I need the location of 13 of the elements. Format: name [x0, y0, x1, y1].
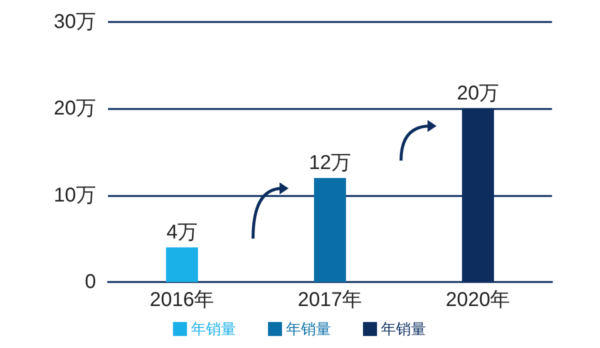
- data-label: 12万: [308, 152, 352, 174]
- y-tick-label: 20万: [54, 98, 96, 120]
- x-tick-label: 2017年: [298, 289, 362, 311]
- y-tick-label: 10万: [54, 184, 96, 206]
- y-tick-label: 0: [84, 271, 96, 293]
- legend-label: 年销量: [286, 321, 331, 338]
- x-tick-label: 2020年: [446, 289, 510, 311]
- legend-label: 年销量: [381, 321, 426, 338]
- data-label: 4万: [166, 221, 198, 244]
- legend-label: 年销量: [191, 321, 236, 338]
- x-tick-label: 2016年: [150, 289, 214, 311]
- y-tick-label: 30万: [54, 11, 96, 33]
- data-label: 20万: [456, 82, 500, 105]
